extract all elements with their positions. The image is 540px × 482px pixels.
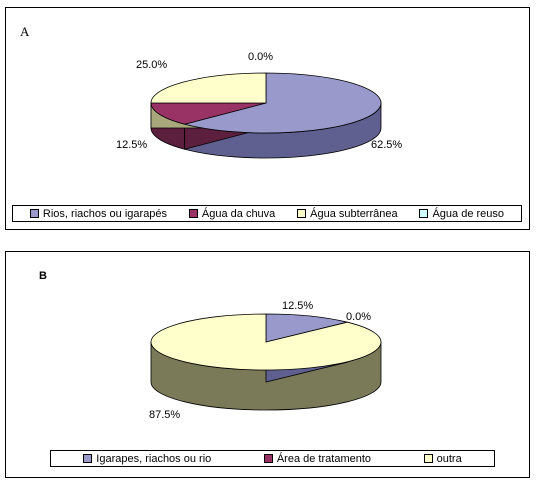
value-label-2: 25.0%	[136, 59, 167, 71]
pie-slice-2	[150, 313, 382, 371]
legend-label-0: Igarapes, riachos ou rio	[96, 452, 212, 465]
legend-swatch-3	[419, 209, 429, 218]
value-label-3: 0.0%	[248, 51, 273, 63]
legend-item-3: Água de reuso	[419, 208, 504, 220]
legend-item-0: Igarapes, riachos ou rio	[83, 453, 211, 465]
value-label-2: 87.5%	[149, 409, 180, 421]
legend-label-1: Água da chuva	[201, 207, 276, 220]
value-label-0: 12.5%	[282, 300, 313, 312]
legend-label-2: outra	[436, 452, 462, 465]
legend-swatch-2	[423, 454, 433, 463]
legend-swatch-0	[29, 209, 39, 218]
pie-slice-2	[150, 72, 267, 104]
legend-a: Rios, riachos ou igarapés Água da chuva Ág…	[12, 205, 522, 222]
legend-swatch-1	[188, 209, 198, 218]
chart-panel-b: B 12.5% 0.0% 87.5% Igarapes, riachos ou ri…	[5, 251, 530, 478]
legend-item-1: Água da chuva	[188, 207, 276, 220]
legend-swatch-1	[263, 454, 273, 463]
legend-label-1: Área de tratamento	[276, 452, 372, 465]
pie-chart-b: 12.5% 0.0% 87.5%	[149, 300, 382, 421]
legend-label-3: Água de reuso	[432, 207, 505, 220]
legend-item-1: Área de tratamento	[263, 452, 372, 465]
panel-label-b: B	[39, 270, 47, 282]
pie-slice-0	[265, 313, 348, 343]
pie-slice-0	[183, 72, 382, 134]
panel-label-a: A	[20, 24, 30, 39]
legend-b: Igarapes, riachos ou rio Área de tratamen…	[50, 450, 495, 467]
legend-label-0: Rios, riachos ou igarapés	[42, 207, 168, 220]
legend-item-0: Rios, riachos ou igarapés	[29, 207, 168, 220]
value-label-1: 0.0%	[346, 311, 371, 323]
legend-swatch-0	[83, 454, 93, 463]
value-label-0: 62.5%	[371, 139, 402, 151]
chart-panel-a: A 62.5% 12.5% 25.0% 0.0% Rios, riachos ou i…	[5, 7, 530, 230]
legend-label-2: Água subterrânea	[310, 207, 398, 220]
legend-item-2: outra	[423, 452, 462, 465]
legend-swatch-2	[297, 209, 307, 218]
legend-item-2: Água subterrânea	[297, 207, 398, 220]
value-label-1: 12.5%	[116, 139, 147, 151]
pie-slice-1	[150, 102, 267, 125]
pie-chart-a: 62.5% 12.5% 25.0% 0.0%	[116, 51, 402, 159]
